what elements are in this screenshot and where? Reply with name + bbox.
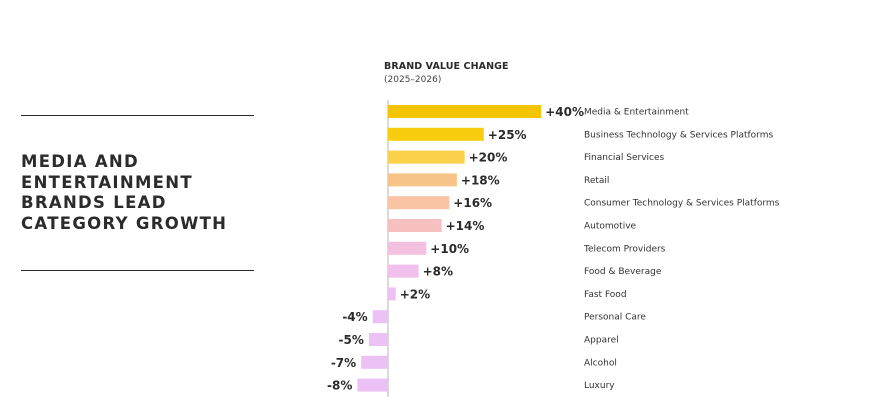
headline: MEDIA AND ENTERTAINMENT BRANDS LEAD CATE… [21, 152, 228, 233]
bar [368, 333, 388, 346]
top-divider [21, 115, 254, 116]
bar [388, 173, 457, 187]
chart-subtitle: (2025–2026) [384, 75, 442, 85]
bar-value-label: +18% [461, 173, 500, 187]
category-label: Luxury [584, 381, 615, 391]
bar [388, 264, 419, 278]
bar-value-label: +40% [545, 105, 584, 119]
bar-value-label: +16% [453, 196, 492, 210]
category-label: Media & Entertainment [584, 108, 689, 118]
bar [357, 378, 388, 392]
bar [388, 287, 396, 301]
bar [361, 355, 388, 369]
bar [372, 310, 388, 324]
bar-value-label: +20% [469, 151, 508, 165]
bottom-divider [21, 270, 254, 271]
category-label: Financial Services [584, 153, 665, 163]
bar [388, 127, 484, 141]
category-label: Fast Food [584, 290, 627, 300]
category-label: Business Technology & Services Platforms [584, 130, 773, 140]
bar-value-label: +25% [488, 128, 527, 142]
category-label: Food & Beverage [584, 267, 662, 277]
bar [388, 241, 427, 255]
category-label: Consumer Technology & Services Platforms [584, 199, 780, 209]
bar-value-label: -7% [331, 356, 356, 370]
category-label: Personal Care [584, 313, 646, 323]
bar-value-label: +2% [400, 287, 430, 301]
bar-value-label: -5% [339, 333, 364, 347]
bar-value-label: -8% [327, 379, 352, 393]
bar [388, 219, 442, 232]
category-label: Apparel [584, 336, 619, 346]
bar [388, 105, 542, 118]
category-label: Retail [584, 176, 609, 186]
category-label: Automotive [584, 222, 637, 232]
bar [388, 150, 465, 164]
chart-title: BRAND VALUE CHANGE [384, 61, 509, 72]
bar-value-label: -4% [342, 310, 367, 324]
bar-value-label: +10% [430, 242, 469, 256]
category-label: Telecom Providers [583, 244, 666, 254]
bar-value-label: +8% [423, 265, 453, 279]
bar [388, 196, 450, 210]
bar-value-label: +14% [446, 219, 485, 233]
category-label: Alcohol [584, 358, 617, 368]
